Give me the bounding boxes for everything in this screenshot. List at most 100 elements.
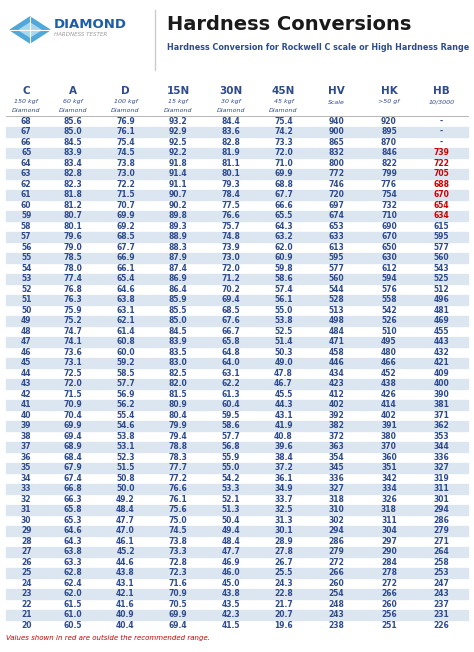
Text: 32: 32 [21, 495, 31, 504]
Text: 301: 301 [434, 495, 449, 504]
Text: 76.6: 76.6 [169, 484, 188, 494]
Text: 69.2: 69.2 [116, 222, 135, 231]
Text: 311: 311 [434, 484, 449, 494]
Text: 77.4: 77.4 [64, 274, 82, 283]
Text: 576: 576 [381, 285, 397, 294]
Text: 61.3: 61.3 [221, 390, 240, 399]
Text: 63: 63 [21, 170, 31, 178]
Text: 68.5: 68.5 [221, 306, 240, 315]
Text: 45 kgf: 45 kgf [273, 100, 293, 104]
Text: 21: 21 [21, 610, 31, 619]
Text: 28: 28 [21, 537, 31, 546]
Text: 58.5: 58.5 [116, 369, 135, 378]
Text: 26: 26 [21, 557, 31, 567]
Text: 70.9: 70.9 [64, 400, 82, 409]
Text: 75.4: 75.4 [274, 117, 293, 126]
Text: 75.0: 75.0 [169, 516, 187, 525]
Text: 41: 41 [21, 400, 31, 409]
Polygon shape [10, 17, 50, 43]
Text: 67: 67 [21, 127, 31, 136]
Text: 34: 34 [21, 474, 31, 482]
Text: 290: 290 [381, 547, 397, 556]
Text: 62.0: 62.0 [64, 589, 82, 599]
Bar [6, 357, 468, 368]
Bar [6, 400, 468, 410]
Text: 85.9: 85.9 [169, 295, 187, 304]
Text: 60 kgf: 60 kgf [63, 100, 82, 104]
Text: 260: 260 [381, 600, 397, 609]
Text: 63.8: 63.8 [64, 547, 82, 556]
Bar [6, 231, 468, 242]
Text: 70.4: 70.4 [64, 411, 82, 420]
Text: 75.4: 75.4 [116, 138, 135, 147]
Text: 47: 47 [21, 337, 31, 346]
Text: 62.0: 62.0 [274, 243, 293, 252]
Bar [6, 484, 468, 494]
Text: 342: 342 [381, 474, 397, 482]
Text: 69.4: 69.4 [64, 432, 82, 441]
Text: 66.1: 66.1 [116, 264, 135, 273]
Text: 61.5: 61.5 [64, 600, 82, 609]
Text: 264: 264 [434, 547, 449, 556]
Text: 360: 360 [381, 452, 397, 462]
Text: 60.9: 60.9 [274, 253, 293, 262]
Text: 870: 870 [381, 138, 397, 147]
Text: 33.7: 33.7 [274, 495, 293, 504]
Text: 653: 653 [328, 222, 344, 231]
Text: 76.8: 76.8 [64, 285, 82, 294]
Text: 52: 52 [21, 285, 31, 294]
Text: 319: 319 [434, 474, 449, 482]
Bar [6, 252, 468, 263]
Text: 85.0: 85.0 [64, 127, 82, 136]
Text: 57: 57 [21, 232, 31, 241]
Text: 754: 754 [381, 190, 397, 200]
Text: 65.5: 65.5 [274, 211, 293, 220]
Text: 326: 326 [381, 495, 397, 504]
Text: 705: 705 [434, 170, 449, 178]
Text: 63.1: 63.1 [221, 369, 240, 378]
Text: 49: 49 [21, 316, 31, 325]
Text: 577: 577 [434, 243, 449, 252]
Text: A: A [69, 86, 77, 96]
Text: 55.0: 55.0 [222, 464, 240, 472]
Text: 44.3: 44.3 [274, 400, 293, 409]
Text: 81.5: 81.5 [169, 390, 187, 399]
Text: 69.4: 69.4 [221, 295, 240, 304]
Text: 746: 746 [328, 180, 344, 188]
Text: 69.9: 69.9 [274, 170, 293, 178]
Text: C: C [22, 86, 30, 96]
Text: 776: 776 [381, 180, 397, 188]
Text: 30N: 30N [219, 86, 243, 96]
Text: 68.4: 68.4 [64, 452, 82, 462]
Text: 88.9: 88.9 [169, 232, 188, 241]
Text: 720: 720 [328, 190, 344, 200]
Text: 53.3: 53.3 [221, 484, 240, 494]
Text: 272: 272 [381, 579, 397, 587]
Text: 392: 392 [328, 411, 344, 420]
Text: 33: 33 [21, 484, 31, 494]
Bar [6, 336, 468, 347]
Text: 304: 304 [381, 526, 397, 535]
Text: 87.4: 87.4 [169, 264, 188, 273]
Text: 327: 327 [434, 464, 449, 472]
Text: 409: 409 [434, 369, 449, 378]
Text: DIAMOND: DIAMOND [54, 18, 127, 31]
Text: 80.1: 80.1 [221, 170, 240, 178]
Text: 80.4: 80.4 [169, 411, 188, 420]
Text: 294: 294 [434, 505, 449, 514]
Text: 66.6: 66.6 [274, 201, 293, 210]
Text: 865: 865 [328, 138, 344, 147]
Text: 55: 55 [21, 253, 31, 262]
Text: 40: 40 [21, 411, 31, 420]
Text: 231: 231 [434, 610, 449, 619]
Text: 613: 613 [328, 243, 344, 252]
Text: 21.7: 21.7 [274, 600, 293, 609]
Text: 24.3: 24.3 [274, 579, 293, 587]
Text: HB: HB [433, 86, 450, 96]
Text: 60.0: 60.0 [116, 348, 135, 357]
Text: 271: 271 [434, 537, 449, 546]
Text: 82.0: 82.0 [169, 379, 188, 388]
Text: 74.8: 74.8 [221, 232, 240, 241]
Text: 74.1: 74.1 [64, 337, 82, 346]
Text: 471: 471 [328, 337, 344, 346]
